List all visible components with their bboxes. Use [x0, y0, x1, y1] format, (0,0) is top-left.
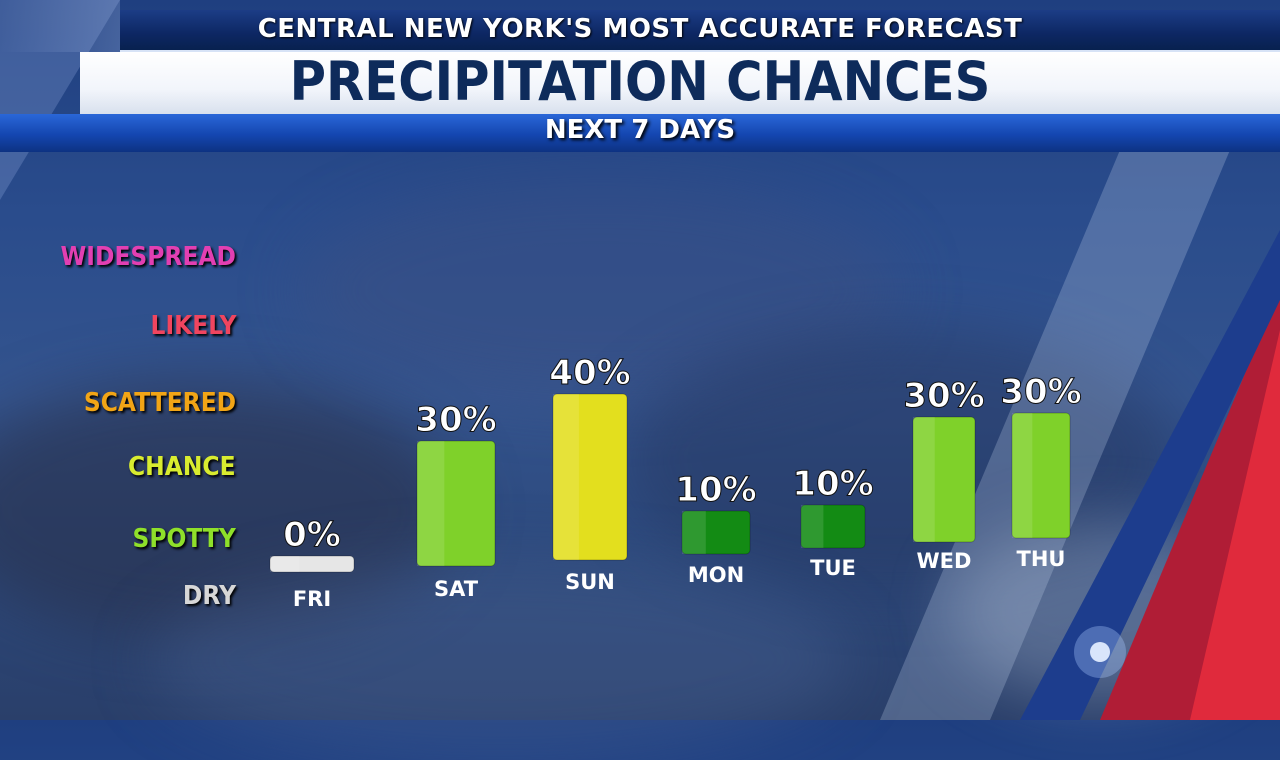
bar-highlight	[801, 505, 823, 548]
category-label-sat: SAT	[434, 577, 479, 601]
bar-highlight	[270, 556, 299, 572]
value-label-thu: 30%	[1000, 372, 1081, 412]
category-label-wed: WED	[917, 549, 972, 573]
value-label-fri: 0%	[283, 515, 341, 555]
value-label-tue: 10%	[792, 464, 873, 504]
value-label-wed: 30%	[903, 376, 984, 416]
category-label-thu: THU	[1017, 547, 1066, 571]
category-label-mon: MON	[688, 563, 744, 587]
category-label-fri: FRI	[293, 587, 331, 611]
value-label-sun: 40%	[549, 353, 630, 393]
bar-highlight	[553, 394, 579, 560]
bar-highlight	[417, 441, 444, 566]
bar-highlight	[682, 511, 706, 554]
category-label-sun: SUN	[565, 570, 615, 594]
precip-bar-chart: 0% FRI 30% SAT 40% SUN 10% MON 10% TUE 30% WED 30% TH…	[0, 0, 1280, 720]
bar-highlight	[1012, 413, 1032, 538]
value-label-sat: 30%	[415, 400, 496, 440]
value-label-mon: 10%	[675, 470, 756, 510]
category-label-tue: TUE	[810, 556, 856, 580]
bar-highlight	[913, 417, 935, 542]
